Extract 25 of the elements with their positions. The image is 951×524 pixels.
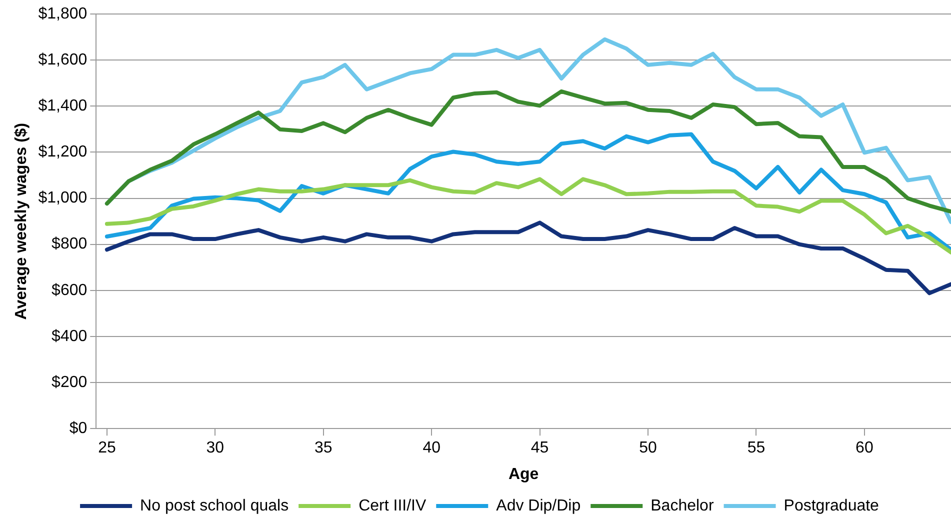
legend-label: Bachelor bbox=[650, 497, 714, 514]
x-tick-label: 40 bbox=[422, 440, 441, 457]
y-tick-label: $1,800 bbox=[38, 5, 88, 22]
legend-label: Adv Dip/Dip bbox=[496, 497, 581, 514]
legend-label: Cert III/IV bbox=[358, 497, 426, 514]
x-tick-label: 35 bbox=[314, 440, 332, 457]
x-tick-label: 50 bbox=[639, 440, 658, 457]
y-tick-label: $1,200 bbox=[38, 144, 88, 161]
legend-label: Postgraduate bbox=[784, 497, 880, 514]
x-axis-title: Age bbox=[508, 466, 539, 483]
x-tick-label: 45 bbox=[530, 440, 549, 457]
y-tick-label: $1,600 bbox=[38, 51, 88, 68]
y-tick-label: $1,400 bbox=[38, 98, 88, 115]
x-tick-label: 55 bbox=[747, 440, 766, 457]
x-tick-label: 30 bbox=[206, 440, 224, 457]
x-tick-label: 60 bbox=[856, 440, 874, 457]
y-tick-label: $600 bbox=[52, 282, 88, 299]
y-tick-label: $1,000 bbox=[38, 190, 88, 207]
y-tick-label: $0 bbox=[69, 420, 88, 438]
x-tick-label: 25 bbox=[98, 440, 116, 457]
y-tick-label: $400 bbox=[52, 328, 88, 345]
y-tick-label: $800 bbox=[52, 236, 88, 253]
legend-label: No post school quals bbox=[140, 497, 289, 514]
y-tick-label: $200 bbox=[52, 374, 88, 391]
y-axis-title: Average weekly wages ($) bbox=[13, 122, 30, 320]
